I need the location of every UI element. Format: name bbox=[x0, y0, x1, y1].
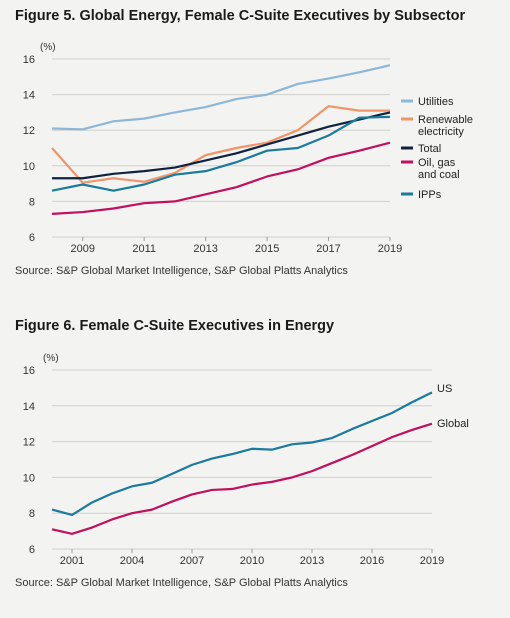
legend-label-utilities: Utilities bbox=[418, 96, 454, 108]
figure-6-source: Source: S&P Global Market Intelligence, … bbox=[15, 577, 348, 589]
legend-item-ipps: IPPs bbox=[401, 189, 442, 201]
x-tick-label: 2013 bbox=[300, 555, 324, 567]
series-line-utilities bbox=[51, 64, 391, 131]
x-tick-label: 2017 bbox=[316, 243, 340, 255]
x-tick-label: 2009 bbox=[70, 243, 94, 255]
y-tick-label: 12 bbox=[23, 125, 35, 137]
legend-label-renewable-electricity: electricity bbox=[418, 126, 464, 138]
series-line-oil-gas-and-coal bbox=[51, 141, 391, 215]
y-tick-label: 14 bbox=[23, 90, 35, 102]
x-tick-label: 2019 bbox=[378, 243, 402, 255]
y-tick-label: 8 bbox=[29, 508, 35, 520]
y-tick-label: 12 bbox=[23, 437, 35, 449]
x-tick-label: 2019 bbox=[420, 555, 444, 567]
y-tick-label: 16 bbox=[23, 365, 35, 377]
x-tick-label: 2001 bbox=[60, 555, 84, 567]
x-tick-label: 2007 bbox=[180, 555, 204, 567]
x-tick-label: 2010 bbox=[240, 555, 264, 567]
x-tick-label: 2011 bbox=[132, 243, 156, 255]
figure-6-chart: 6 8 10 12 14 16 (%) 2001 2004 2007 2010 2013 2016 201… bbox=[23, 353, 469, 567]
y-tick-label: 14 bbox=[23, 401, 35, 413]
figure-6-title: Figure 6. Female C-Suite Executives in E… bbox=[15, 318, 335, 334]
series-line-ipps bbox=[51, 115, 391, 192]
series-line-global bbox=[51, 422, 433, 535]
legend-label-oil-gas-and-coal: Oil, gas bbox=[418, 157, 456, 169]
y-tick-label: 10 bbox=[23, 472, 35, 484]
series-line-us bbox=[51, 391, 433, 517]
y-tick-label: 16 bbox=[23, 54, 35, 66]
legend-label-ipps: IPPs bbox=[418, 189, 442, 201]
legend-item-total: Total bbox=[401, 143, 441, 155]
x-tick-label: 2004 bbox=[120, 555, 144, 567]
y-tick-label: 6 bbox=[29, 544, 35, 556]
legend-label-total: Total bbox=[418, 143, 441, 155]
y-tick-label: 10 bbox=[23, 161, 35, 173]
y-tick-label: 8 bbox=[29, 196, 35, 208]
y-unit-label: (%) bbox=[40, 42, 56, 53]
figure-5-source: Source: S&P Global Market Intelligence, … bbox=[15, 265, 348, 277]
x-tick-label: 2016 bbox=[360, 555, 384, 567]
x-tick-label: 2015 bbox=[255, 243, 279, 255]
series-line-total bbox=[52, 111, 391, 180]
series-end-label-us: US bbox=[437, 383, 452, 395]
y-tick-label: 6 bbox=[29, 232, 35, 244]
figure-5-chart: 6 8 10 12 14 16 (%) 2009 2011 2013 2015 2017 2019 Uti… bbox=[23, 42, 473, 255]
legend-item-utilities: Utilities bbox=[401, 96, 454, 108]
y-unit-label: (%) bbox=[43, 353, 59, 364]
legend-label-renewable-electricity: Renewable bbox=[418, 114, 473, 126]
legend-label-oil-gas-and-coal: and coal bbox=[418, 169, 460, 181]
series-line-renewable-electricity bbox=[51, 105, 390, 184]
x-tick-label: 2013 bbox=[193, 243, 217, 255]
series-end-label-global: Global bbox=[437, 418, 469, 430]
figure-5-title: Figure 5. Global Energy, Female C-Suite … bbox=[15, 8, 466, 24]
